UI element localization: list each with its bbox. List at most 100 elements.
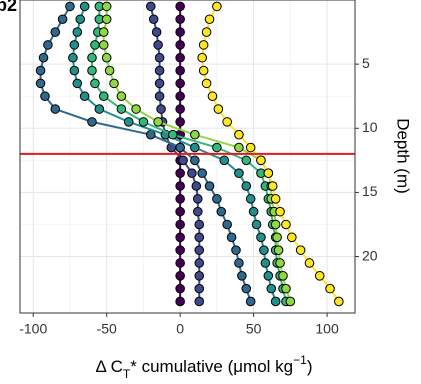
point (145, 129, 156, 140)
point (251, 219, 262, 230)
point (334, 296, 344, 307)
point (222, 117, 232, 127)
point (245, 194, 256, 204)
point (75, 14, 86, 25)
point (175, 219, 185, 230)
point (234, 168, 244, 178)
point (304, 258, 315, 268)
point (222, 219, 232, 230)
point (263, 270, 274, 281)
point (175, 181, 185, 191)
point (263, 168, 274, 178)
point (272, 232, 282, 243)
point (245, 296, 256, 307)
point (260, 258, 271, 268)
point (151, 27, 162, 37)
point (175, 104, 185, 114)
point (175, 258, 185, 268)
point (57, 14, 68, 25)
point (194, 219, 205, 230)
point (201, 78, 212, 89)
point (219, 155, 230, 166)
x-tick-label: 0 (176, 321, 184, 337)
point (87, 117, 97, 127)
point (138, 117, 149, 127)
point (275, 258, 285, 268)
point (68, 52, 78, 63)
point (226, 232, 237, 243)
point (40, 91, 50, 102)
point (50, 104, 61, 114)
point (212, 1, 222, 12)
point (98, 91, 109, 102)
point (72, 78, 83, 89)
point (187, 168, 197, 178)
point (285, 296, 296, 307)
point (198, 40, 209, 50)
point (145, 1, 156, 12)
point (248, 206, 259, 217)
point (241, 155, 252, 166)
x-axis-label: Δ CT* cumulative (μmol kg−1) (96, 353, 313, 381)
point (101, 14, 112, 25)
point (175, 1, 185, 12)
point (98, 27, 109, 37)
point (281, 219, 291, 230)
point (267, 181, 278, 191)
point (194, 283, 205, 294)
point (194, 296, 205, 307)
point (194, 232, 205, 243)
y-tick-label: 5 (362, 55, 370, 71)
point (175, 206, 185, 217)
point (216, 206, 227, 217)
x-tick-label: -100 (19, 321, 47, 337)
point (38, 52, 49, 63)
y-tick-label: 20 (362, 247, 378, 263)
point (204, 14, 215, 25)
point (194, 270, 205, 281)
point (175, 283, 185, 294)
point (197, 168, 207, 178)
point (131, 104, 141, 114)
point (168, 129, 178, 140)
point (101, 1, 112, 12)
point (231, 245, 241, 255)
point (314, 270, 325, 281)
point (278, 270, 288, 281)
point (87, 52, 97, 63)
point (50, 27, 61, 37)
point (153, 40, 163, 50)
point (79, 91, 90, 102)
point (175, 232, 185, 243)
point (270, 194, 281, 204)
point (194, 258, 205, 268)
point (190, 142, 200, 153)
point (281, 283, 291, 294)
point (266, 283, 277, 294)
point (241, 283, 252, 294)
point (213, 104, 224, 114)
point (190, 155, 200, 166)
point (201, 27, 212, 37)
point (104, 65, 115, 76)
point (43, 40, 53, 50)
point (234, 129, 244, 140)
point (234, 142, 244, 153)
point (245, 142, 256, 153)
point (35, 78, 46, 89)
point (197, 52, 207, 63)
point (256, 232, 266, 243)
point (204, 181, 215, 191)
point (234, 258, 244, 268)
point (116, 91, 127, 102)
point (273, 245, 284, 255)
point (175, 91, 185, 102)
point (154, 52, 165, 63)
point (212, 142, 222, 153)
point (35, 65, 46, 76)
y-tick-label: 10 (362, 119, 378, 135)
point (154, 65, 165, 76)
point (154, 78, 165, 89)
point (175, 14, 185, 25)
point (79, 1, 90, 12)
